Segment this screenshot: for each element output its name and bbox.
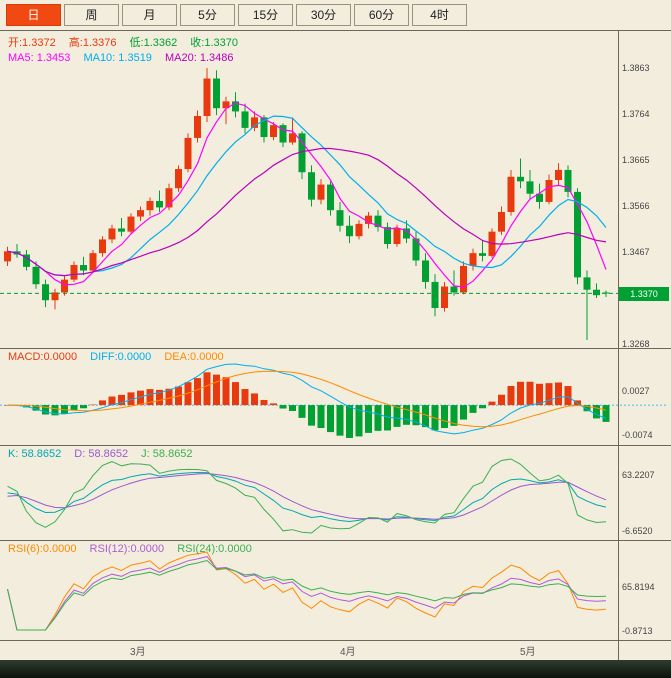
bottom-bar [0,660,671,678]
rsi6-value: RSI(6):0.0000 [8,543,77,555]
rsi24-value: RSI(24):0.0000 [177,543,252,555]
tab-15min[interactable]: 15分 [238,4,293,26]
price-axis-divider [618,30,619,660]
divider [0,445,671,446]
close-value: 收:1.3370 [190,37,238,49]
current-price-badge: 1.3370 [619,287,669,301]
ma5-value: MA5: 1.3453 [8,52,71,64]
rsi-header: RSI(6):0.0000 RSI(12):0.0000 RSI(24):0.0… [8,543,262,555]
tab-daily[interactable]: 日 [6,4,61,26]
diff-value: DIFF:0.0000 [90,351,152,363]
macd-value: MACD:0.0000 [8,351,78,363]
price-axis-label: 1.3863 [622,63,650,73]
month-label: 5月 [520,647,536,658]
tab-4hour[interactable]: 4时 [412,4,467,26]
j-value: J: 58.8652 [141,448,193,460]
dea-value: DEA:0.0000 [164,351,224,363]
price-axis-label: 1.3467 [622,247,650,257]
high-value: 高:1.3376 [68,37,117,49]
month-label: 3月 [130,647,146,658]
month-label: 4月 [340,647,356,658]
divider [0,30,671,31]
tab-monthly[interactable]: 月 [122,4,177,26]
low-value: 低:1.3362 [129,37,178,49]
divider [0,348,671,349]
kdj-canvas[interactable] [0,445,671,540]
price-axis-label: 1.3566 [622,201,650,211]
macd-header: MACD:0.0000 DIFF:0.0000 DEA:0.0000 [8,351,234,363]
tab-weekly[interactable]: 周 [64,4,119,26]
ma10-value: MA10: 1.3519 [83,52,152,64]
macd-axis-top: 0.0027 [622,386,650,396]
tab-5min[interactable]: 5分 [180,4,235,26]
tab-60min[interactable]: 60分 [354,4,409,26]
macd-axis-bottom: -0.0074 [622,430,653,440]
price-axis-label: 1.3268 [622,339,650,349]
ohlc-row: 开:1.3372 高:1.3376 低:1.3362 收:1.3370 [8,34,248,50]
rsi-axis-top: 65.8194 [622,582,655,592]
open-value: 开:1.3372 [8,37,56,49]
price-axis-label: 1.3764 [622,109,650,119]
ma20-value: MA20: 1.3486 [165,52,234,64]
ma-row: MA5: 1.3453 MA10: 1.3519 MA20: 1.3486 [8,52,244,64]
macd-canvas[interactable] [0,348,671,445]
rsi12-value: RSI(12):0.0000 [89,543,165,555]
divider [0,640,671,641]
rsi-canvas[interactable] [0,540,671,640]
k-value: K: 58.8652 [8,448,62,460]
divider [0,540,671,541]
timeframe-toolbar: 日 周 月 5分 15分 30分 60分 4时 [0,0,671,30]
price-chart-canvas[interactable] [0,30,671,348]
kdj-axis-bottom: -6.6520 [622,526,653,536]
d-value: D: 58.8652 [74,448,129,460]
kdj-header: K: 58.8652 D: 58.8652 J: 58.8652 [8,448,203,460]
price-axis-label: 1.3665 [622,155,650,165]
tab-30min[interactable]: 30分 [296,4,351,26]
kdj-axis-top: 63.2207 [622,470,655,480]
rsi-axis-bottom: -0.8713 [622,626,653,636]
